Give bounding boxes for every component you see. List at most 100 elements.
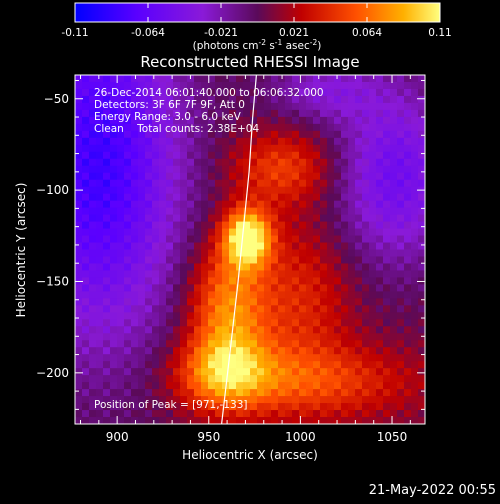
heatmap-cell [264, 291, 272, 299]
heatmap-cell [285, 179, 293, 188]
heatmap-cell [285, 214, 293, 223]
heatmap-cell [257, 228, 265, 237]
heatmap-cell [376, 221, 384, 230]
heatmap-cell [348, 109, 356, 118]
heatmap-cell [376, 207, 384, 216]
heatmap-cell [292, 291, 300, 299]
heatmap-cell [306, 221, 314, 230]
heatmap-cell [369, 158, 377, 167]
heatmap-cell [96, 361, 104, 369]
heatmap-cell [271, 326, 279, 334]
heatmap-cell [138, 193, 146, 202]
heatmap-cell [75, 382, 83, 390]
heatmap-cell [103, 326, 111, 334]
heatmap-cell [208, 375, 216, 383]
heatmap-cell [320, 340, 328, 348]
heatmap-cell [194, 228, 202, 237]
heatmap-cell [173, 375, 181, 383]
heatmap-cell [131, 165, 139, 174]
heatmap-cell [404, 410, 412, 418]
heatmap-cell [138, 165, 146, 174]
heatmap-cell [369, 368, 377, 376]
heatmap-cell [201, 375, 209, 383]
heatmap-cell [124, 417, 132, 424]
heatmap-cell [271, 403, 279, 411]
heatmap-cell [166, 333, 174, 341]
heatmap-cell [341, 256, 349, 265]
heatmap-cell [397, 305, 405, 313]
heatmap-cell [131, 375, 139, 383]
heatmap-cell [383, 340, 391, 348]
heatmap-cell [341, 81, 349, 90]
heatmap-cell [369, 137, 377, 146]
heatmap-cell [229, 158, 237, 167]
heatmap-cell [327, 389, 335, 397]
heatmap-cell [334, 417, 342, 424]
heatmap-cell [320, 221, 328, 230]
heatmap-cell [299, 417, 307, 424]
heatmap-cell [299, 340, 307, 348]
heatmap-cell [103, 403, 111, 411]
heatmap-cell [173, 277, 181, 285]
heatmap-cell [355, 305, 363, 313]
heatmap-cell [285, 144, 293, 153]
heatmap-cell [418, 172, 425, 181]
heatmap-cell [96, 95, 104, 104]
heatmap-cell [173, 291, 181, 299]
heatmap-cell [166, 137, 174, 146]
heatmap-cell [327, 193, 335, 202]
heatmap-cell [138, 144, 146, 153]
heatmap-cell [89, 333, 97, 341]
heatmap-cell [166, 417, 174, 424]
heatmap-cell [194, 305, 202, 313]
heatmap-cell [180, 340, 188, 348]
heatmap-cell [166, 305, 174, 313]
heatmap-cell [82, 340, 90, 348]
heatmap-cell [383, 410, 391, 418]
heatmap-cell [187, 347, 195, 355]
heatmap-cell [96, 144, 104, 153]
heatmap-cell [411, 235, 419, 244]
heatmap-cell [250, 368, 258, 376]
heatmap-cell [75, 417, 83, 424]
heatmap-cell [138, 186, 146, 195]
heatmap-cell [131, 116, 139, 125]
heatmap-cell [243, 228, 251, 237]
heatmap-cell [110, 172, 118, 181]
heatmap-cell [103, 158, 111, 167]
heatmap-cell [390, 291, 398, 299]
heatmap-cell [96, 326, 104, 334]
heatmap-cell [159, 375, 167, 383]
heatmap-cell [327, 123, 335, 132]
heatmap-cell [397, 158, 405, 167]
heatmap-cell [194, 179, 202, 188]
heatmap-cell [334, 284, 342, 292]
heatmap-cell [131, 396, 139, 404]
heatmap-cell [306, 207, 314, 216]
heatmap-cell [418, 256, 425, 265]
heatmap-cell [75, 270, 83, 279]
heatmap-cell [103, 389, 111, 397]
heatmap-cell [257, 235, 265, 244]
peak-position-label: Position of Peak = [971,-133] [94, 399, 248, 411]
heatmap-cell [82, 256, 90, 265]
heatmap-cell [145, 368, 153, 376]
heatmap-cell [229, 81, 237, 90]
heatmap-cell [362, 354, 370, 362]
heatmap-cell [278, 102, 286, 111]
heatmap-cell [285, 193, 293, 202]
heatmap-cell [383, 396, 391, 404]
heatmap-cell [201, 368, 209, 376]
heatmap-cell [145, 102, 153, 111]
heatmap-cell [180, 116, 188, 125]
heatmap-cell [418, 158, 425, 167]
heatmap-cell [334, 305, 342, 313]
heatmap-cell [411, 172, 419, 181]
heatmap-cell [82, 221, 90, 230]
heatmap-cell [201, 284, 209, 292]
heatmap-cell [187, 81, 195, 90]
heatmap-cell [96, 158, 104, 167]
heatmap-cell [362, 144, 370, 153]
heatmap-cell [383, 144, 391, 153]
heatmap-cell [159, 207, 167, 216]
